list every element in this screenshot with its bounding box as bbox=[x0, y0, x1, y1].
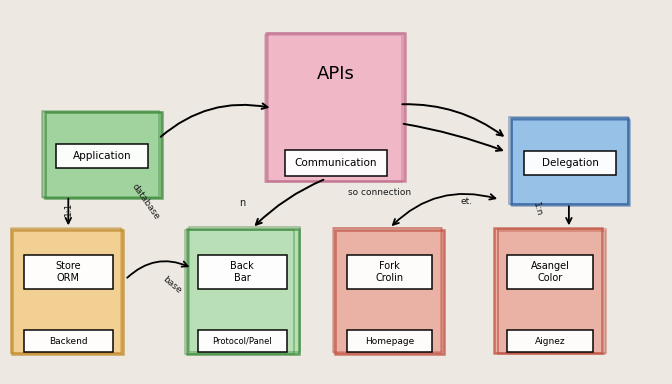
FancyBboxPatch shape bbox=[511, 118, 628, 204]
Text: et.: et. bbox=[460, 197, 472, 206]
FancyBboxPatch shape bbox=[347, 255, 432, 289]
Text: 1:n: 1:n bbox=[531, 201, 543, 217]
Text: n: n bbox=[239, 199, 245, 209]
FancyBboxPatch shape bbox=[285, 151, 387, 176]
Text: Homepage: Homepage bbox=[365, 337, 414, 346]
Text: Delegation: Delegation bbox=[542, 159, 599, 169]
FancyBboxPatch shape bbox=[187, 229, 299, 354]
Text: Application: Application bbox=[73, 151, 131, 161]
Text: Aignez: Aignez bbox=[535, 337, 565, 346]
FancyBboxPatch shape bbox=[347, 330, 432, 353]
FancyBboxPatch shape bbox=[44, 112, 161, 198]
Text: Asangel
Color: Asangel Color bbox=[531, 261, 570, 283]
Text: Backend: Backend bbox=[49, 337, 87, 346]
FancyBboxPatch shape bbox=[11, 230, 123, 354]
FancyBboxPatch shape bbox=[266, 33, 405, 181]
Text: Fork
Crolin: Fork Crolin bbox=[376, 261, 404, 283]
FancyBboxPatch shape bbox=[198, 255, 287, 289]
FancyBboxPatch shape bbox=[198, 330, 287, 353]
Text: Back
Bar: Back Bar bbox=[230, 261, 254, 283]
FancyBboxPatch shape bbox=[24, 255, 113, 289]
FancyBboxPatch shape bbox=[335, 230, 444, 354]
FancyBboxPatch shape bbox=[56, 144, 148, 168]
Text: base: base bbox=[161, 275, 183, 296]
Text: so connection: so connection bbox=[348, 187, 411, 197]
Text: Communication: Communication bbox=[295, 159, 377, 169]
FancyBboxPatch shape bbox=[524, 151, 616, 175]
FancyBboxPatch shape bbox=[507, 330, 593, 353]
Text: Store
ORM: Store ORM bbox=[56, 261, 81, 283]
FancyBboxPatch shape bbox=[24, 330, 113, 353]
Text: database: database bbox=[130, 182, 161, 221]
Text: Protocol/Panel: Protocol/Panel bbox=[212, 337, 272, 346]
FancyBboxPatch shape bbox=[494, 228, 602, 353]
Text: APIs: APIs bbox=[317, 65, 355, 83]
FancyBboxPatch shape bbox=[507, 255, 593, 289]
Text: 1:1: 1:1 bbox=[64, 202, 73, 216]
